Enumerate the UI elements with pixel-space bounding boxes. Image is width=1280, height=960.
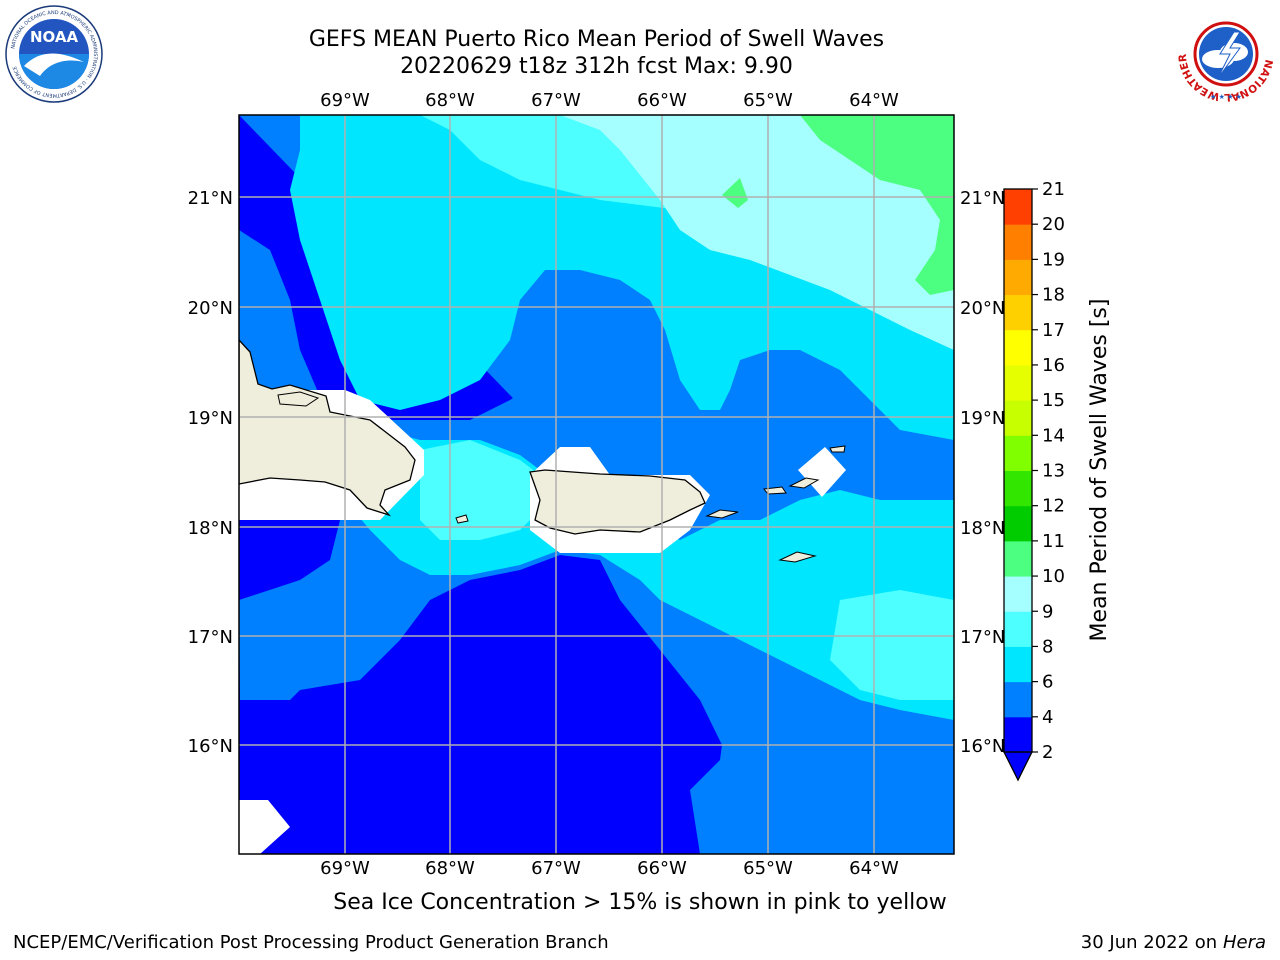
contour-band-4-6-south [700, 760, 954, 854]
colorbar-tick-label: 16 [1042, 355, 1065, 376]
lon-label-top: 64°W [849, 90, 899, 111]
colorbar-tick-label: 15 [1042, 390, 1065, 411]
nws-logo: NATIONAL WEATHER SERVICE ★ ★ ★ ★ [1172, 0, 1276, 104]
lon-label-bottom: 69°W [320, 858, 370, 879]
nws-logo-stars: ★ ★ ★ ★ [1210, 93, 1242, 101]
colorbar-segment [1004, 716, 1032, 753]
lon-label-bottom: 65°W [743, 858, 793, 879]
colorbar-tick-label: 14 [1042, 425, 1065, 446]
lat-label-left: 17°N [188, 627, 233, 648]
colorbar-segment [1004, 400, 1032, 436]
colorbar-tick-label: 11 [1042, 531, 1065, 552]
contour-band-10-11-islet [722, 178, 748, 208]
land-tortuga [277, 391, 320, 407]
colorbar-tick-label: 8 [1042, 636, 1053, 657]
lon-label-top: 68°W [425, 90, 475, 111]
land-st-john [788, 477, 820, 489]
map-gridlines [239, 115, 954, 854]
lon-label-top: 69°W [320, 90, 370, 111]
colorbar-segment [1004, 540, 1032, 577]
colorbar-segment [1004, 435, 1032, 471]
colorbar-segment [1004, 611, 1032, 647]
lat-label-right: 20°N [960, 298, 1005, 319]
noaa-logo: NOAA NATIONAL OCEANIC AND ATMOSPHERIC AD… [4, 4, 104, 104]
credit-line: NCEP/EMC/Verification Post Processing Pr… [13, 932, 609, 953]
land-st-thomas [763, 486, 787, 495]
lat-label-left: 18°N [188, 518, 233, 539]
colorbar: 2 4 6 8 9 10 11 12 13 14 15 16 17 18 19 20 21 [1002, 179, 1065, 782]
contour-band-10-11 [800, 115, 954, 295]
land-hispaniola [239, 339, 416, 517]
land-mona-island [455, 514, 469, 524]
colorbar-tick-label: 17 [1042, 320, 1065, 341]
missing-data-southwest [239, 800, 290, 854]
colorbar-tick-label: 10 [1042, 566, 1065, 587]
colorbar-tick-label: 19 [1042, 249, 1065, 270]
contour-band-9-10 [560, 115, 954, 350]
lon-label-bottom: 67°W [531, 858, 581, 879]
colorbar-tick-label: 9 [1042, 601, 1053, 622]
lat-label-right: 19°N [960, 408, 1005, 429]
colorbar-segment [1004, 294, 1032, 331]
colorbar-tick-label: 2 [1042, 742, 1053, 763]
date-stamp: 30 Jun 2022 on Hera [1081, 932, 1266, 953]
sea-ice-caption: Sea Ice Concentration > 15% is shown in … [333, 890, 947, 915]
lat-label-left: 21°N [188, 188, 233, 209]
colorbar-segment [1004, 189, 1032, 225]
colorbar-label: Mean Period of Swell Waves [s] [1087, 299, 1112, 642]
colorbar-segment [1004, 470, 1032, 507]
colorbar-segment [1004, 576, 1032, 612]
noaa-logo-text: NOAA [30, 28, 79, 46]
colorbar-tick-label: 18 [1042, 285, 1065, 306]
host-name: Hera [1222, 932, 1266, 953]
lon-label-bottom: 66°W [637, 858, 687, 879]
missing-data-virgin-islands [798, 447, 846, 497]
lat-label-right: 17°N [960, 627, 1005, 648]
date-text: 30 Jun 2022 on [1080, 932, 1218, 953]
lat-label-right: 21°N [960, 188, 1005, 209]
colorbar-segment [1004, 224, 1032, 260]
colorbar-tick-label: 13 [1042, 461, 1065, 482]
lat-label-right: 16°N [960, 736, 1005, 757]
colorbar-segment [1004, 646, 1032, 683]
colorbar-tick-label: 4 [1042, 707, 1053, 728]
colorbar-segment [1004, 505, 1032, 542]
lon-label-top: 66°W [637, 90, 687, 111]
land-anegada [829, 445, 846, 453]
chart-title-line1: GEFS MEAN Puerto Rico Mean Period of Swe… [308, 27, 885, 52]
lat-label-left: 20°N [188, 298, 233, 319]
colorbar-tick-label: 20 [1042, 214, 1065, 235]
lon-label-top: 65°W [743, 90, 793, 111]
lon-label-top: 67°W [531, 90, 581, 111]
lon-label-bottom: 68°W [425, 858, 475, 879]
colorbar-tick-label: 21 [1042, 179, 1065, 200]
lat-label-left: 19°N [188, 408, 233, 429]
lat-label-left: 16°N [188, 736, 233, 757]
chart-title-line2: 20220629 t18z 312h fcst Max: 9.90 [400, 54, 793, 79]
colorbar-segment [1004, 681, 1032, 718]
contour-band-8-9-east [830, 590, 954, 700]
map-frame [238, 114, 955, 855]
colorbar-segment [1004, 329, 1032, 366]
land-st-croix [778, 551, 817, 563]
colorbar-tick-label: 6 [1042, 672, 1053, 693]
colorbar-tick-label: 12 [1042, 496, 1065, 517]
colorbar-extend-arrow [1002, 751, 1034, 782]
colorbar-segment [1004, 259, 1032, 296]
lon-label-bottom: 64°W [849, 858, 899, 879]
lat-label-right: 18°N [960, 518, 1005, 539]
colorbar-segment [1004, 364, 1032, 401]
land-vieques [705, 509, 739, 519]
